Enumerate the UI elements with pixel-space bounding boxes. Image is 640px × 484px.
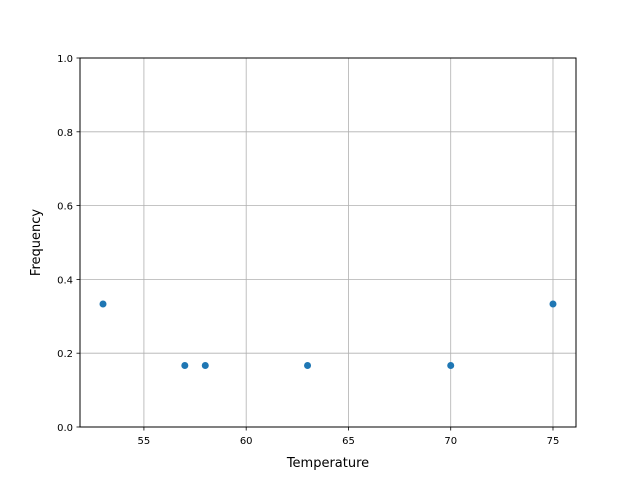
y-tick-label: 0.2: [57, 349, 73, 360]
x-tick-label: 60: [240, 436, 253, 447]
x-tick-label: 65: [342, 436, 355, 447]
data-point: [304, 361, 312, 369]
y-tick-label: 0.8: [57, 128, 73, 139]
y-axis-label: Frequency: [29, 209, 44, 276]
x-tick-label: 70: [444, 436, 457, 447]
data-point: [201, 361, 209, 369]
x-tick-label: 75: [547, 436, 560, 447]
data-point: [447, 361, 455, 369]
x-axis-label: Temperature: [286, 456, 369, 471]
y-tick-label: 0.0: [57, 423, 73, 434]
x-tick-label: 55: [138, 436, 151, 447]
data-point: [549, 300, 557, 308]
y-tick-label: 1.0: [57, 54, 73, 65]
plot-frame: [79, 57, 577, 428]
data-points: [99, 300, 557, 369]
y-tick-label: 0.6: [57, 202, 73, 213]
ticks: 55 60 65 70 75 0.0 0.2 0.4 0.6 0.8 1.0: [57, 54, 559, 447]
y-tick-label: 0.4: [57, 275, 73, 286]
data-point: [99, 300, 107, 308]
data-point: [181, 361, 189, 369]
grid: [80, 57, 576, 428]
